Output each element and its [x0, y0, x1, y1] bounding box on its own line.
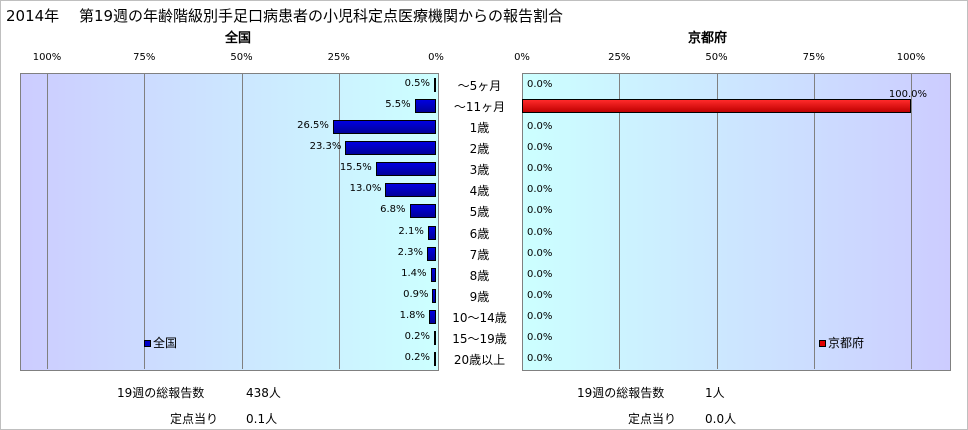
- left-gridline: [241, 74, 243, 369]
- left-legend: 全国: [144, 334, 177, 351]
- age-category-label: ～11ヶ月: [453, 99, 506, 114]
- left-bar: [434, 331, 436, 346]
- left-bar: [427, 246, 436, 261]
- right-axis-tick: 0%: [514, 52, 530, 63]
- left-data-label: 0.5%: [404, 77, 430, 89]
- right-data-label: 0.0%: [527, 120, 553, 132]
- national-per-value: 0.1人: [246, 412, 278, 426]
- left-data-label: 6.8%: [380, 204, 406, 216]
- right-plot-area: [522, 73, 951, 371]
- left-data-label: 5.5%: [385, 98, 411, 110]
- left-gridline: [144, 74, 146, 369]
- right-bar: [522, 98, 911, 113]
- right-gridline: [716, 74, 718, 369]
- age-category-label: 6歳: [469, 226, 490, 241]
- right-legend-swatch: [819, 340, 826, 347]
- right-axis-tick: 100%: [896, 52, 926, 63]
- age-category-label: 5歳: [469, 205, 490, 220]
- left-bar: [427, 225, 436, 240]
- left-bar: [409, 204, 436, 219]
- right-gridline: [619, 74, 621, 369]
- age-category-label: 20歳以上: [453, 353, 506, 368]
- right-data-label: 0.0%: [527, 205, 553, 217]
- right-data-label: 0.0%: [527, 289, 553, 301]
- right-data-label: 0.0%: [527, 226, 553, 238]
- left-data-label: 2.1%: [398, 225, 424, 237]
- age-category-label: 2歳: [469, 141, 490, 156]
- left-gridline: [338, 74, 340, 369]
- left-axis-tick: 100%: [32, 52, 62, 63]
- right-data-label: 0.0%: [527, 247, 553, 259]
- left-data-label: 2.3%: [397, 246, 424, 258]
- right-legend: 京都府: [819, 334, 864, 351]
- left-data-label: 0.9%: [403, 288, 429, 300]
- left-axis-tick: 50%: [230, 52, 253, 63]
- left-bar: [434, 352, 436, 367]
- left-axis-tick: 0%: [428, 52, 444, 63]
- left-axis-tick: 25%: [327, 52, 350, 63]
- left-axis-tick: 75%: [133, 52, 156, 63]
- right-data-label: 100.0%: [888, 88, 927, 100]
- kyoto-per-value: 0.0人: [705, 412, 737, 426]
- left-bar: [430, 267, 436, 282]
- age-category-label: 1歳: [469, 120, 490, 135]
- right-data-label: 0.0%: [527, 141, 553, 153]
- kyoto-reports-label: 19週の総報告数: [577, 386, 665, 400]
- right-axis-tick: 50%: [705, 52, 728, 63]
- left-data-label: 1.4%: [401, 267, 427, 279]
- national-reports-value: 438人: [246, 386, 281, 400]
- left-legend-swatch: [144, 340, 151, 347]
- left-bar: [385, 183, 436, 198]
- age-category-label: 3歳: [469, 163, 490, 178]
- kyoto-reports-value: 1人: [705, 386, 725, 400]
- right-axis-tick: 25%: [608, 52, 631, 63]
- age-category-label: 4歳: [469, 184, 490, 199]
- right-legend-label: 京都府: [828, 336, 865, 350]
- age-category-label: 8歳: [469, 268, 490, 283]
- main-title: 2014年 第19週の年齢階級別手足口病患者の小児科定点医療機関からの報告割合: [6, 7, 564, 25]
- age-category-label: 10～14歳: [452, 311, 507, 326]
- right-panel-title: 京都府: [688, 31, 728, 46]
- right-data-label: 0.0%: [527, 163, 553, 175]
- left-data-label: 15.5%: [339, 162, 372, 174]
- left-panel-title: 全国: [225, 31, 252, 46]
- national-reports-label: 19週の総報告数: [117, 386, 205, 400]
- left-data-label: 1.8%: [399, 310, 425, 322]
- left-bar: [332, 119, 436, 134]
- left-bar: [375, 162, 436, 177]
- right-axis-tick: 75%: [802, 52, 825, 63]
- right-data-label: 0.0%: [527, 268, 553, 280]
- age-category-label: 9歳: [469, 289, 490, 304]
- left-bar: [345, 140, 436, 155]
- kyoto-per-label: 定点当り: [628, 412, 677, 426]
- right-gridline: [813, 74, 815, 369]
- right-data-label: 0.0%: [527, 78, 553, 90]
- left-data-label: 0.2%: [404, 352, 430, 364]
- right-data-label: 0.0%: [527, 311, 553, 323]
- left-data-label: 26.5%: [297, 119, 329, 131]
- left-gridline: [47, 74, 48, 369]
- left-data-label: 0.2%: [404, 331, 430, 343]
- left-data-label: 23.3%: [309, 140, 342, 152]
- age-category-label: 15～19歳: [452, 332, 507, 347]
- left-bar: [414, 98, 436, 113]
- national-per-label: 定点当り: [170, 412, 219, 426]
- left-bar: [432, 288, 436, 303]
- age-category-label: 7歳: [469, 247, 490, 262]
- left-plot-area: [20, 73, 439, 371]
- right-gridline: [911, 74, 912, 369]
- age-category-label: ～5ヶ月: [457, 78, 502, 93]
- right-data-label: 0.0%: [527, 332, 553, 344]
- left-bar: [434, 77, 436, 92]
- right-data-label: 0.0%: [527, 353, 553, 365]
- left-data-label: 13.0%: [349, 183, 382, 195]
- left-bar: [428, 310, 436, 325]
- left-legend-label: 全国: [153, 336, 178, 350]
- right-data-label: 0.0%: [527, 184, 553, 196]
